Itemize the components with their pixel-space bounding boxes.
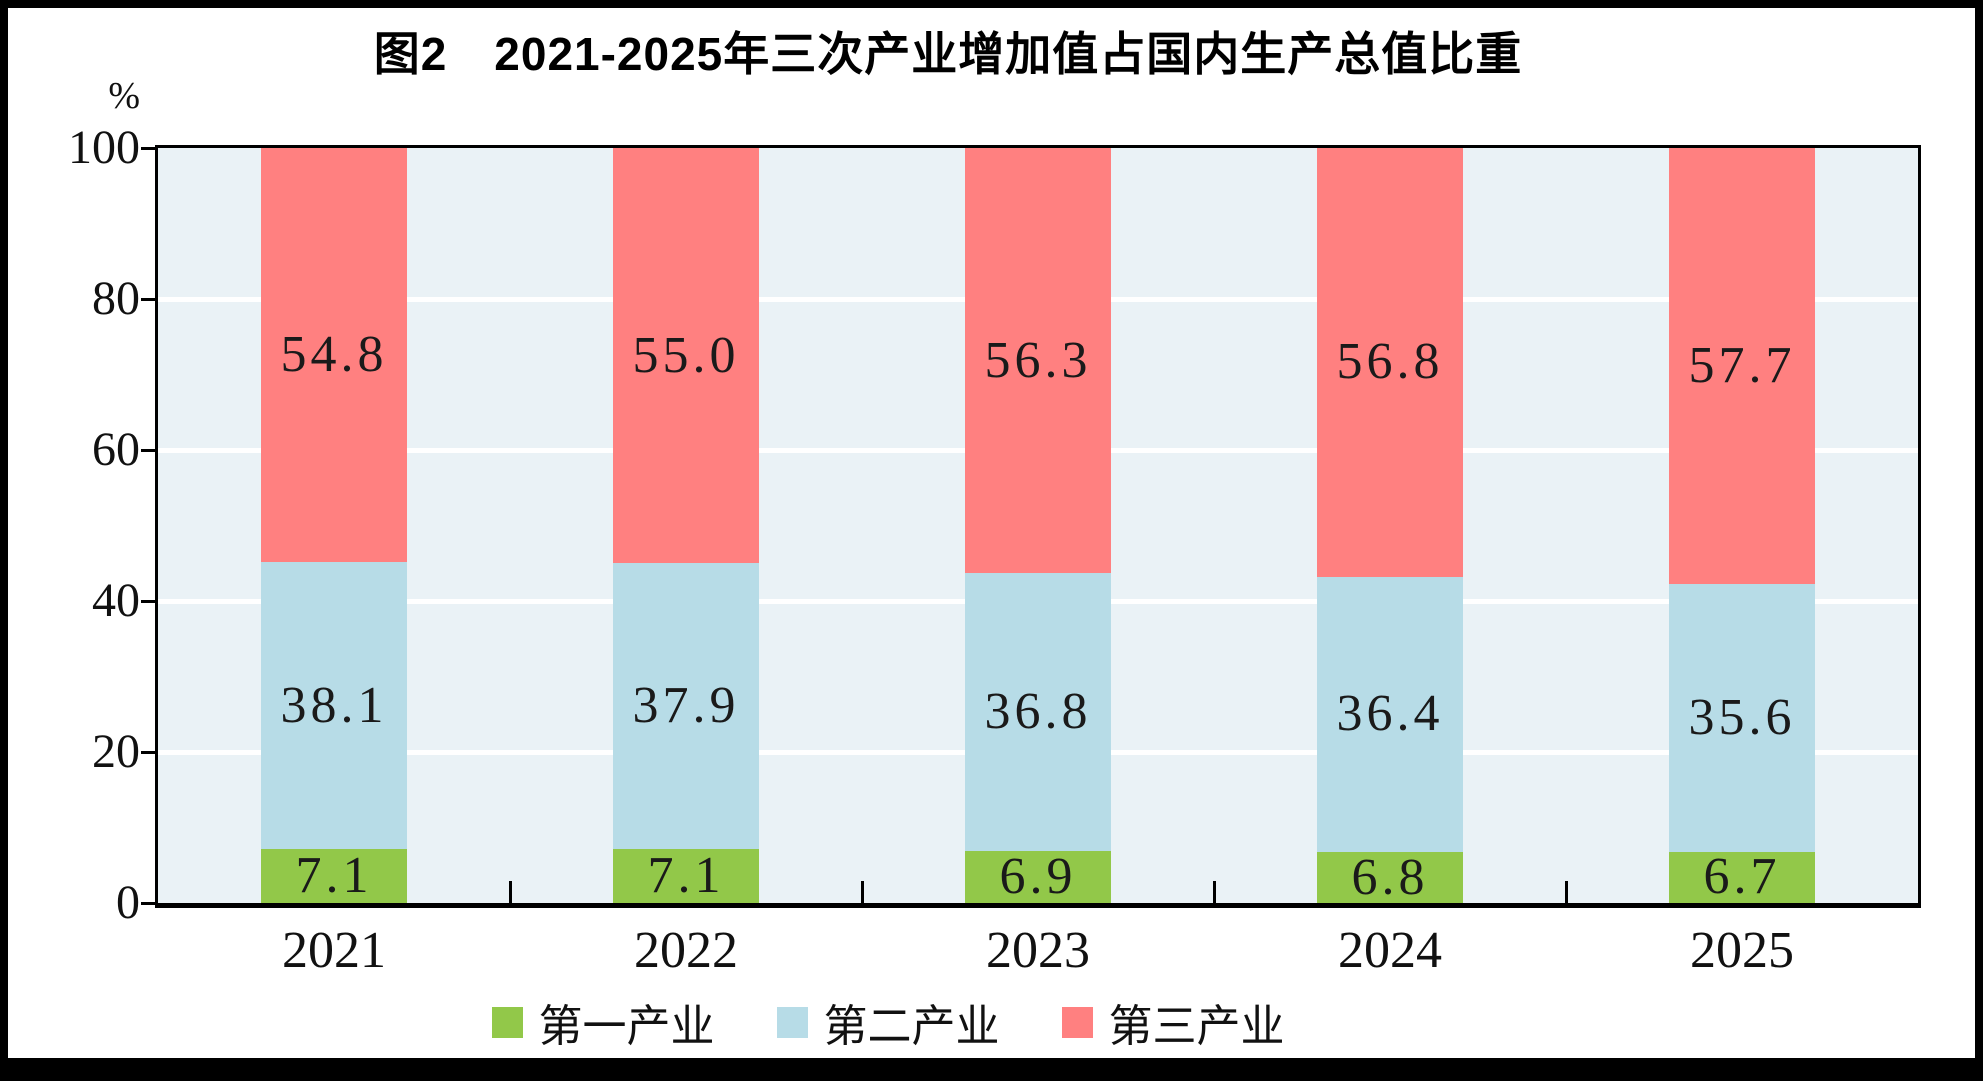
bar-segment: 36.8 <box>965 573 1111 851</box>
legend-item: 第三产业 <box>1061 990 1285 1054</box>
y-axis-tick <box>141 448 158 452</box>
bar-value-label: 38.1 <box>280 676 388 734</box>
bar-value-label: 37.9 <box>632 677 740 735</box>
legend-label: 第二产业 <box>823 1002 1000 1051</box>
y-axis-tick <box>141 599 158 603</box>
y-axis-tick <box>141 750 158 754</box>
x-axis-tick <box>860 881 864 903</box>
x-axis-tick <box>1212 881 1216 903</box>
bar-segment: 57.7 <box>1669 148 1815 584</box>
y-tick-label: 0 <box>116 876 140 929</box>
bar-segment: 37.9 <box>613 563 759 850</box>
bar-segment: 6.8 <box>1317 848 1463 906</box>
bar-value-label: 6.8 <box>1351 848 1429 906</box>
bar-segment: 38.1 <box>261 561 407 850</box>
x-axis-label: 2022 <box>634 922 738 979</box>
bar-value-label: 36.8 <box>984 683 1092 741</box>
legend-swatch-第一产业 <box>491 1006 523 1038</box>
bar-segment: 54.8 <box>261 148 407 562</box>
figure-title: 图2 2021-2025年三次产业增加值占国内生产总值比重 <box>373 28 1523 80</box>
legend-item: 第一产业 <box>491 990 715 1054</box>
legend-item: 第二产业 <box>776 990 1000 1054</box>
bar-value-label: 7.1 <box>647 847 725 905</box>
bar-value-label: 6.9 <box>999 847 1077 905</box>
bar-segment: 6.9 <box>965 847 1111 905</box>
bar-segment: 6.7 <box>1669 848 1815 906</box>
bar-segment: 56.3 <box>965 148 1111 574</box>
y-axis-tick <box>141 297 158 301</box>
bar-segment: 56.8 <box>1317 148 1463 577</box>
bar-segment: 55.0 <box>613 148 759 564</box>
x-axis-label: 2024 <box>1338 922 1442 979</box>
legend: 第一产业 第二产业 第三产业 <box>8 990 1768 1054</box>
y-tick-label: 60 <box>92 423 140 476</box>
legend-swatch-第二产业 <box>776 1006 808 1038</box>
bottom-rule <box>8 1058 1975 1081</box>
bar-value-label: 6.7 <box>1703 848 1781 906</box>
bar-value-label: 55.0 <box>632 327 740 384</box>
legend-label: 第一产业 <box>538 1002 715 1051</box>
bar-segment: 7.1 <box>261 849 407 903</box>
bar-value-label: 36.4 <box>1336 684 1444 742</box>
bar-value-label: 56.3 <box>984 332 1092 390</box>
bar-segment: 36.4 <box>1317 576 1463 852</box>
bar-value-label: 35.6 <box>1688 688 1796 746</box>
y-axis-tick <box>141 901 158 905</box>
x-axis-label: 2023 <box>986 922 1090 979</box>
y-tick-label: 80 <box>92 272 140 325</box>
y-tick-label: 20 <box>92 725 140 778</box>
bar-value-label: 7.1 <box>295 847 373 905</box>
bar-segment: 35.6 <box>1669 583 1815 853</box>
legend-swatch-第三产业 <box>1061 1006 1093 1038</box>
legend-label: 第三产业 <box>1108 1002 1285 1051</box>
y-axis-tick <box>141 146 158 150</box>
bar-value-label: 56.8 <box>1336 333 1444 391</box>
y-tick-label: 100 <box>68 121 140 174</box>
x-axis-label: 2021 <box>282 922 386 979</box>
x-axis-tick <box>1564 881 1568 903</box>
bar-value-label: 54.8 <box>280 326 388 384</box>
y-tick-label: 40 <box>92 574 140 627</box>
bar-value-label: 57.7 <box>1688 337 1796 395</box>
x-axis-label: 2025 <box>1690 922 1794 979</box>
plot-area: 7.1 38.1 54.8 7.1 37.9 55.0 6.9 36.8 56.3 6.8 36.4… <box>155 145 1921 908</box>
x-axis-tick <box>508 881 512 903</box>
bar-segment: 7.1 <box>613 849 759 903</box>
y-axis-unit-label: % <box>108 75 140 117</box>
